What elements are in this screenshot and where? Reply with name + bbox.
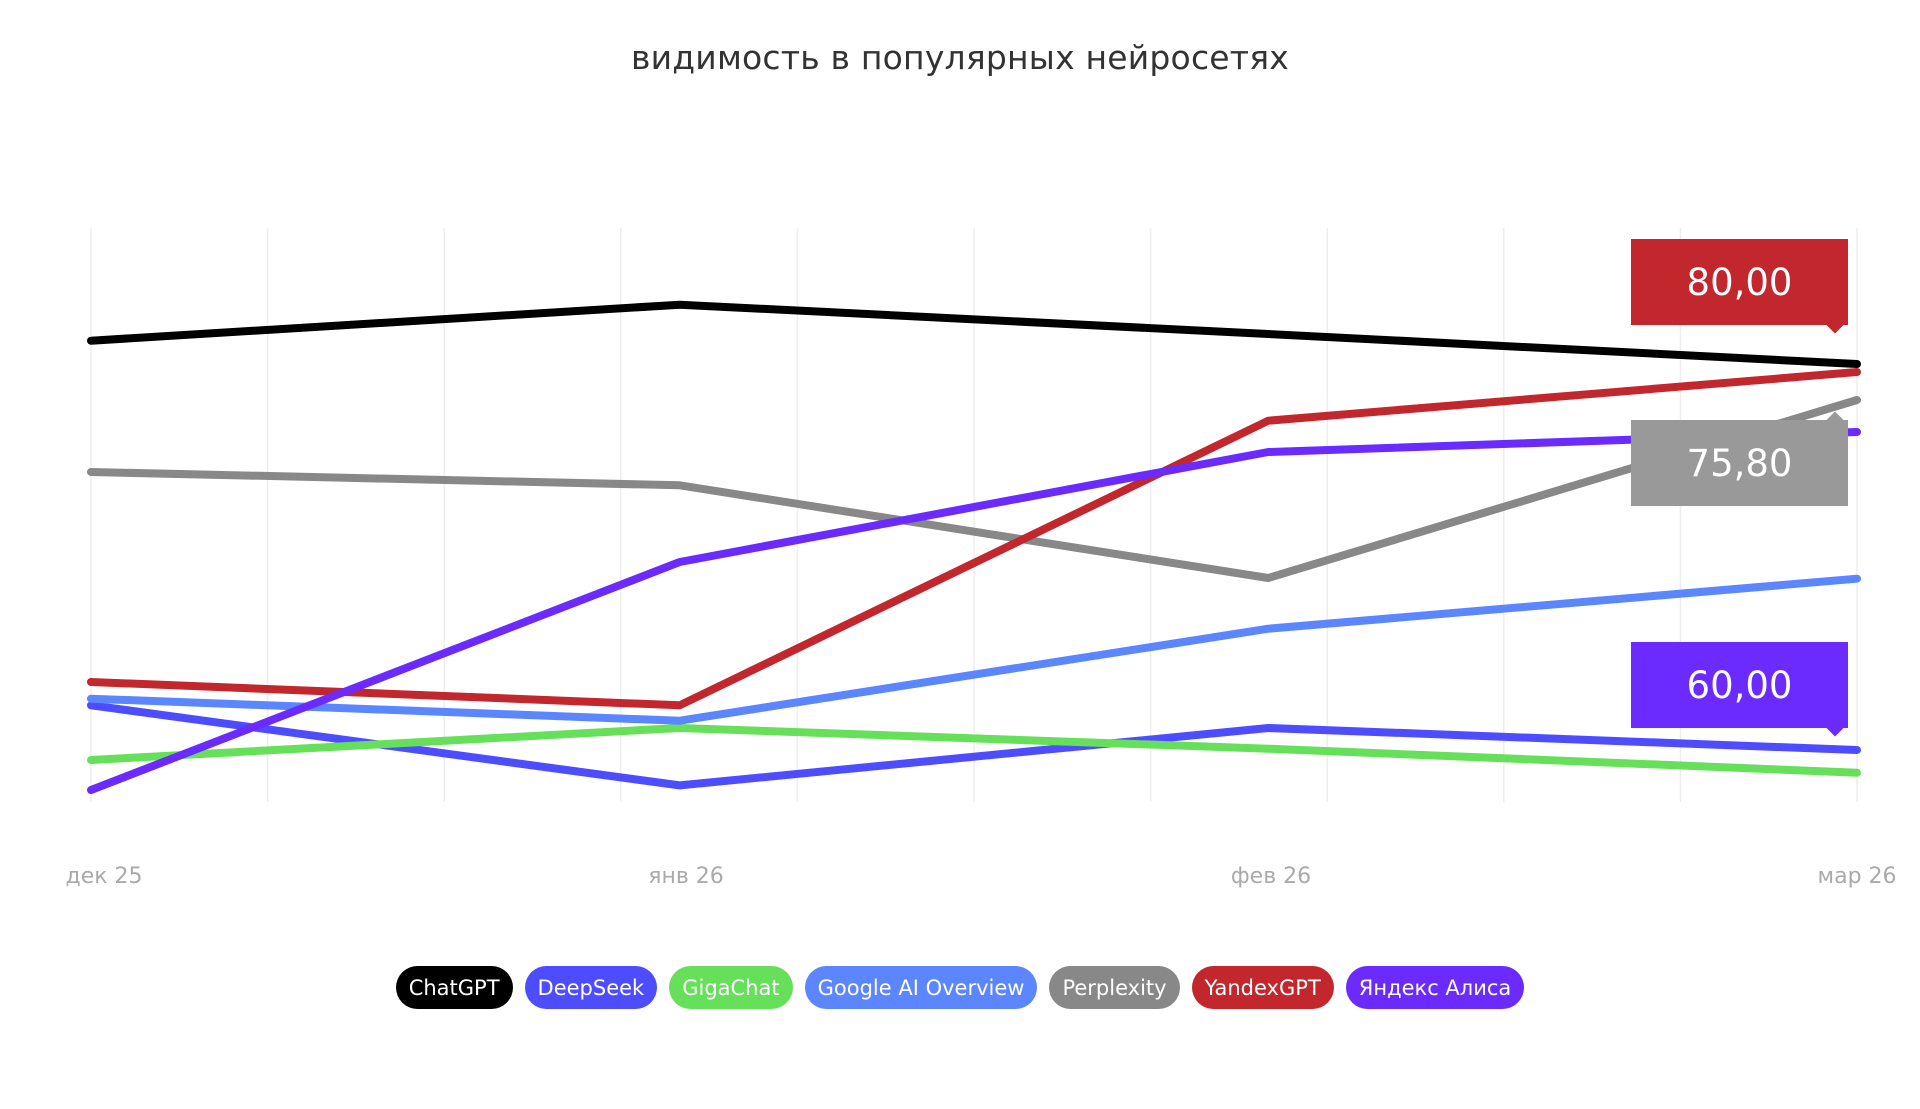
legend-item-deepseek[interactable]: DeepSeek [524,966,658,1009]
chart-legend: ChatGPT DeepSeek GigaChat Google AI Over… [0,966,1920,1009]
x-tick-label: дек 25 [65,864,143,889]
value-tooltip: 60,00 [1631,642,1848,737]
vertical-gridlines [90,228,1858,802]
x-tick-label: фев 26 [1230,864,1312,889]
chart-title: видимость в популярных нейросетях [630,38,1289,77]
legend-item-yandex-alice[interactable]: Яндекс Алиса [1345,966,1525,1009]
tooltip-value: 80,00 [1686,260,1793,304]
tooltip-value: 75,80 [1686,441,1793,485]
series-line-chatgpt[interactable] [87,300,1861,368]
x-tick-label: мар 26 [1817,864,1897,889]
series-line-gigachat[interactable] [87,724,1861,777]
series-line-yandexgpt[interactable] [87,368,1861,710]
value-tooltip: 75,80 [1631,411,1848,506]
legend-item-yandexgpt[interactable]: YandexGPT [1191,966,1334,1009]
legend-item-perplexity[interactable]: Perplexity [1049,966,1180,1009]
series-line-perplexity[interactable] [87,396,1861,582]
tooltip-value: 60,00 [1686,663,1793,707]
series-line-яндекс-алиса[interactable] [87,428,1861,794]
x-tick-label: янв 26 [648,864,724,889]
legend-item-chatgpt[interactable]: ChatGPT [395,966,513,1009]
series-lines [87,300,1861,794]
legend-item-gigachat[interactable]: GigaChat [669,966,793,1009]
series-line-google-ai-overview[interactable] [87,574,1861,725]
legend-item-google-ai-overview[interactable]: Google AI Overview [804,966,1038,1009]
value-tooltip: 80,00 [1631,239,1848,334]
